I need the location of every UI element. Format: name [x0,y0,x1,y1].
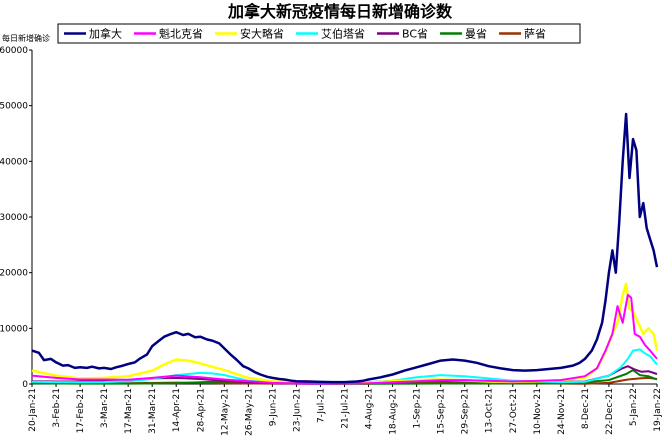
y-tick-label: 60000 [0,46,28,56]
y-tick-label: 0 [22,380,28,390]
y-tick-label: 40000 [0,157,28,167]
x-tick-label: 21-Jul-21 [341,388,351,429]
x-tick-label: 19-Jan-22 [653,388,663,432]
legend-label-0: 加拿大 [89,27,122,41]
y-tick-label: 30000 [0,213,28,223]
x-tick-label: 13-Oct-21 [485,388,495,433]
x-tick-label: 9-Jun-21 [268,388,278,426]
x-tick-label: 3-Mar-21 [100,388,110,428]
x-tick-label: 20-Jan-21 [28,388,38,432]
x-tick-label: 27-Oct-21 [509,388,519,433]
x-tick-label: 29-Sep-21 [461,388,471,434]
x-tick-label: 5-Jan-22 [629,388,639,426]
x-tick-label: 24-Nov-21 [557,388,567,435]
plot-area: 0 10000 20000 30000 40000 50000 60000 20-Jan-21… [0,46,663,436]
x-tick-label: 18-Aug-21 [389,388,399,435]
x-tick-label: 26-May-21 [244,388,254,436]
x-tick-label: 1-Sep-21 [413,388,423,429]
legend-label-4: BC省 [402,28,428,41]
x-tick-label: 4-Aug-21 [365,388,375,429]
x-tick-label: 22-Dec-21 [605,388,615,435]
x-tick-label: 3-Feb-21 [52,388,62,428]
legend-box [57,23,581,44]
chart-title: 加拿大新冠疫情每日新增确诊数 [227,2,453,21]
y-tick-label: 20000 [0,269,28,279]
x-tick-label: 14-Apr-21 [172,388,182,432]
x-tick-label: 17-Mar-21 [124,388,134,434]
x-tick-label: 15-Sep-21 [437,388,447,434]
x-tick-label: 7-Jul-21 [316,388,326,423]
x-tick-label: 10-Nov-21 [533,388,543,435]
legend-label-3: 艾伯塔省 [321,27,365,41]
series-line-0 [31,112,659,384]
y-axis-label: 每日新增确诊 [2,33,50,43]
legend-label-6: 萨省 [524,28,546,41]
x-tick-label: 12-May-21 [220,388,230,436]
legend-label-5: 曼省 [465,28,487,41]
x-tick-label: 17-Feb-21 [76,388,86,433]
x-tick-label: 23-Jun-21 [292,388,302,432]
series-line-1 [31,293,658,385]
x-tick-label: 28-Apr-21 [196,388,206,432]
legend-label-2: 安大略省 [240,27,284,41]
legend-label-1: 魁北克省 [159,27,203,41]
legend: 加拿大 魁北克省 安大略省 艾伯塔省 BC省 曼省 萨省 [57,23,581,44]
y-tick-label: 10000 [0,324,28,334]
x-tick-label: 31-Mar-21 [148,388,158,434]
y-tick-label: 50000 [0,102,28,112]
x-tick-label: 8-Dec-21 [581,388,591,429]
